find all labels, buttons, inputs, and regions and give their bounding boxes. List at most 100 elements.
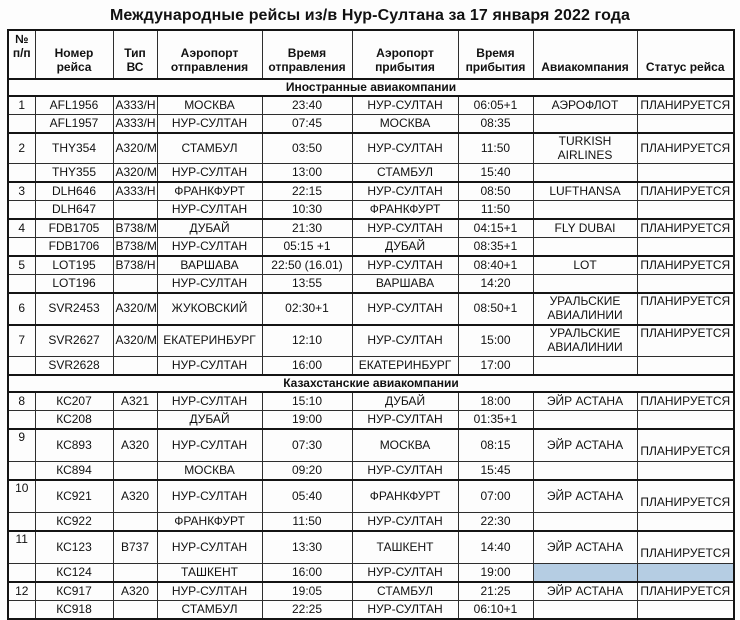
cell-aircraft-type: А320 xyxy=(112,581,158,601)
cell-flight-number: DLH646 xyxy=(34,181,114,201)
cell-aircraft-type: A320/M xyxy=(112,292,158,326)
cell-flight-status: ПЛАНИРУЕТСЯ xyxy=(636,324,735,357)
cell-arrival-time: 07:00 xyxy=(457,479,534,513)
cell-flight-number: THY355 xyxy=(34,163,114,183)
cell-arrival-time: 22:30 xyxy=(457,512,534,532)
cell-arrival-time: 06:05+1 xyxy=(457,95,534,115)
cell-departure-airport: НУР-СУЛТАН xyxy=(156,114,263,134)
cell-row-number: 5 xyxy=(7,255,36,275)
cell-departure-time: 21:30 xyxy=(261,218,353,238)
cell-aircraft-type: А321 xyxy=(112,391,158,411)
table-row: 6 SVR2453 A320/M ЖУКОВСКИЙ 02:30+1 НУР-СУЛТАН… xyxy=(7,292,735,326)
cell-arrival-airport: ВАРШАВА xyxy=(351,274,459,294)
table-row: 5 LOT195 B738/H ВАРШАВА 22:50 (16.01) НУР-СУЛ… xyxy=(7,255,735,275)
cell-flight-number: THY354 xyxy=(34,132,114,164)
cell-departure-airport: НУР-СУЛТАН xyxy=(156,163,263,183)
cell-departure-airport: МОСКВА xyxy=(156,461,263,481)
cell-arrival-airport: СТАМБУЛ xyxy=(351,163,459,183)
column-header-airline: Авиакомпания xyxy=(532,29,638,80)
cell-airline xyxy=(532,114,638,134)
cell-arrival-time: 06:10+1 xyxy=(457,600,534,620)
cell-departure-airport: НУР-СУЛТАН xyxy=(156,428,263,462)
cell-arrival-time: 11:50 xyxy=(457,132,534,164)
cell-arrival-airport: НУР-СУЛТАН xyxy=(351,255,459,275)
cell-row-number: 1 xyxy=(7,95,36,115)
cell-airline: ЭЙР АСТАНА xyxy=(532,530,638,564)
cell-aircraft-type xyxy=(112,410,158,430)
cell-row-number xyxy=(7,163,36,183)
table-header-row: № п/п Номер рейса Тип ВС Аэропорт отправлен… xyxy=(7,29,735,80)
cell-arrival-time: 17:00 xyxy=(457,356,534,376)
cell-flight-status: ПЛАНИРУЕТСЯ xyxy=(636,95,735,115)
cell-departure-time: 15:10 xyxy=(261,391,353,411)
cell-aircraft-type xyxy=(112,512,158,532)
cell-arrival-airport: ТАШКЕНТ xyxy=(351,530,459,564)
cell-departure-time: 02:30+1 xyxy=(261,292,353,326)
cell-aircraft-type xyxy=(112,563,158,583)
cell-airline xyxy=(532,163,638,183)
cell-aircraft-type: A320/M xyxy=(112,163,158,183)
cell-flight-status: ПЛАНИРУЕТСЯ xyxy=(636,428,735,462)
cell-departure-airport: МОСКВА xyxy=(156,95,263,115)
cell-arrival-time: 08:50 xyxy=(457,181,534,201)
table-row: DLH647 НУР-СУЛТАН 10:30 ФРАНКФУРТ 11:50 xyxy=(7,200,735,220)
cell-departure-airport: НУР-СУЛТАН xyxy=(156,274,263,294)
cell-arrival-time: 08:40+1 xyxy=(457,255,534,275)
cell-arrival-time: 21:25 xyxy=(457,581,534,601)
cell-flight-status: ПЛАНИРУЕТСЯ xyxy=(636,391,735,411)
cell-flight-status xyxy=(636,237,735,257)
cell-flight-status xyxy=(636,163,735,183)
cell-arrival-airport: НУР-СУЛТАН xyxy=(351,461,459,481)
cell-row-number xyxy=(7,114,36,134)
cell-flight-number: SVR2627 xyxy=(34,324,114,357)
cell-aircraft-type: A333/H xyxy=(112,114,158,134)
cell-departure-time: 19:00 xyxy=(261,410,353,430)
cell-flight-status: ПЛАНИРУЕТСЯ xyxy=(636,292,735,326)
cell-flight-status xyxy=(636,512,735,532)
cell-arrival-time: 08:50+1 xyxy=(457,292,534,326)
cell-aircraft-type: A320/M xyxy=(112,132,158,164)
cell-flight-number: DLH647 xyxy=(34,200,114,220)
cell-departure-airport: НУР-СУЛТАН xyxy=(156,200,263,220)
cell-flight-number: FDB1706 xyxy=(34,237,114,257)
cell-flight-number: КС208 xyxy=(34,410,114,430)
cell-departure-time: 05:15 +1 xyxy=(261,237,353,257)
cell-row-number xyxy=(7,410,36,430)
cell-row-number: 7 xyxy=(7,324,36,357)
cell-airline xyxy=(532,274,638,294)
cell-airline xyxy=(532,600,638,620)
cell-flight-status xyxy=(636,563,735,583)
flights-table: № п/п Номер рейса Тип ВС Аэропорт отправлен… xyxy=(7,29,735,620)
cell-row-number: 8 xyxy=(7,391,36,411)
cell-flight-status xyxy=(636,600,735,620)
cell-flight-status xyxy=(636,410,735,430)
cell-flight-number: КС123 xyxy=(34,530,114,564)
cell-row-number xyxy=(7,512,36,532)
cell-departure-airport: НУР-СУЛТАН xyxy=(156,530,263,564)
cell-arrival-time: 15:00 xyxy=(457,324,534,357)
cell-airline xyxy=(532,237,638,257)
cell-departure-time: 09:20 xyxy=(261,461,353,481)
cell-arrival-airport: НУР-СУЛТАН xyxy=(351,410,459,430)
table-row: FDB1706 B738/M НУР-СУЛТАН 05:15 +1 ДУБАЙ 08:3… xyxy=(7,237,735,257)
cell-flight-status: ПЛАНИРУЕТСЯ xyxy=(636,530,735,564)
column-header-aircraft-type: Тип ВС xyxy=(112,29,158,80)
cell-airline: ЭЙР АСТАНА xyxy=(532,428,638,462)
cell-aircraft-type xyxy=(112,356,158,376)
cell-aircraft-type: A333/H xyxy=(112,181,158,201)
cell-departure-time: 07:30 xyxy=(261,428,353,462)
cell-aircraft-type: А320 xyxy=(112,428,158,462)
cell-airline: ЭЙР АСТАНА xyxy=(532,581,638,601)
table-row: LOT196 НУР-СУЛТАН 13:55 ВАРШАВА 14:20 xyxy=(7,274,735,294)
cell-airline: LUFTHANSA xyxy=(532,181,638,201)
cell-departure-time: 13:30 xyxy=(261,530,353,564)
cell-arrival-time: 18:00 xyxy=(457,391,534,411)
section-banner-label: Казахстанские авиакомпании xyxy=(7,374,735,393)
cell-airline xyxy=(532,563,638,583)
cell-flight-status: ПЛАНИРУЕТСЯ xyxy=(636,479,735,513)
cell-departure-time: 19:05 xyxy=(261,581,353,601)
cell-flight-number: КС894 xyxy=(34,461,114,481)
cell-flight-number: КС918 xyxy=(34,600,114,620)
cell-aircraft-type: A333/H xyxy=(112,95,158,115)
cell-airline: TURKISH AIRLINES xyxy=(532,132,638,164)
